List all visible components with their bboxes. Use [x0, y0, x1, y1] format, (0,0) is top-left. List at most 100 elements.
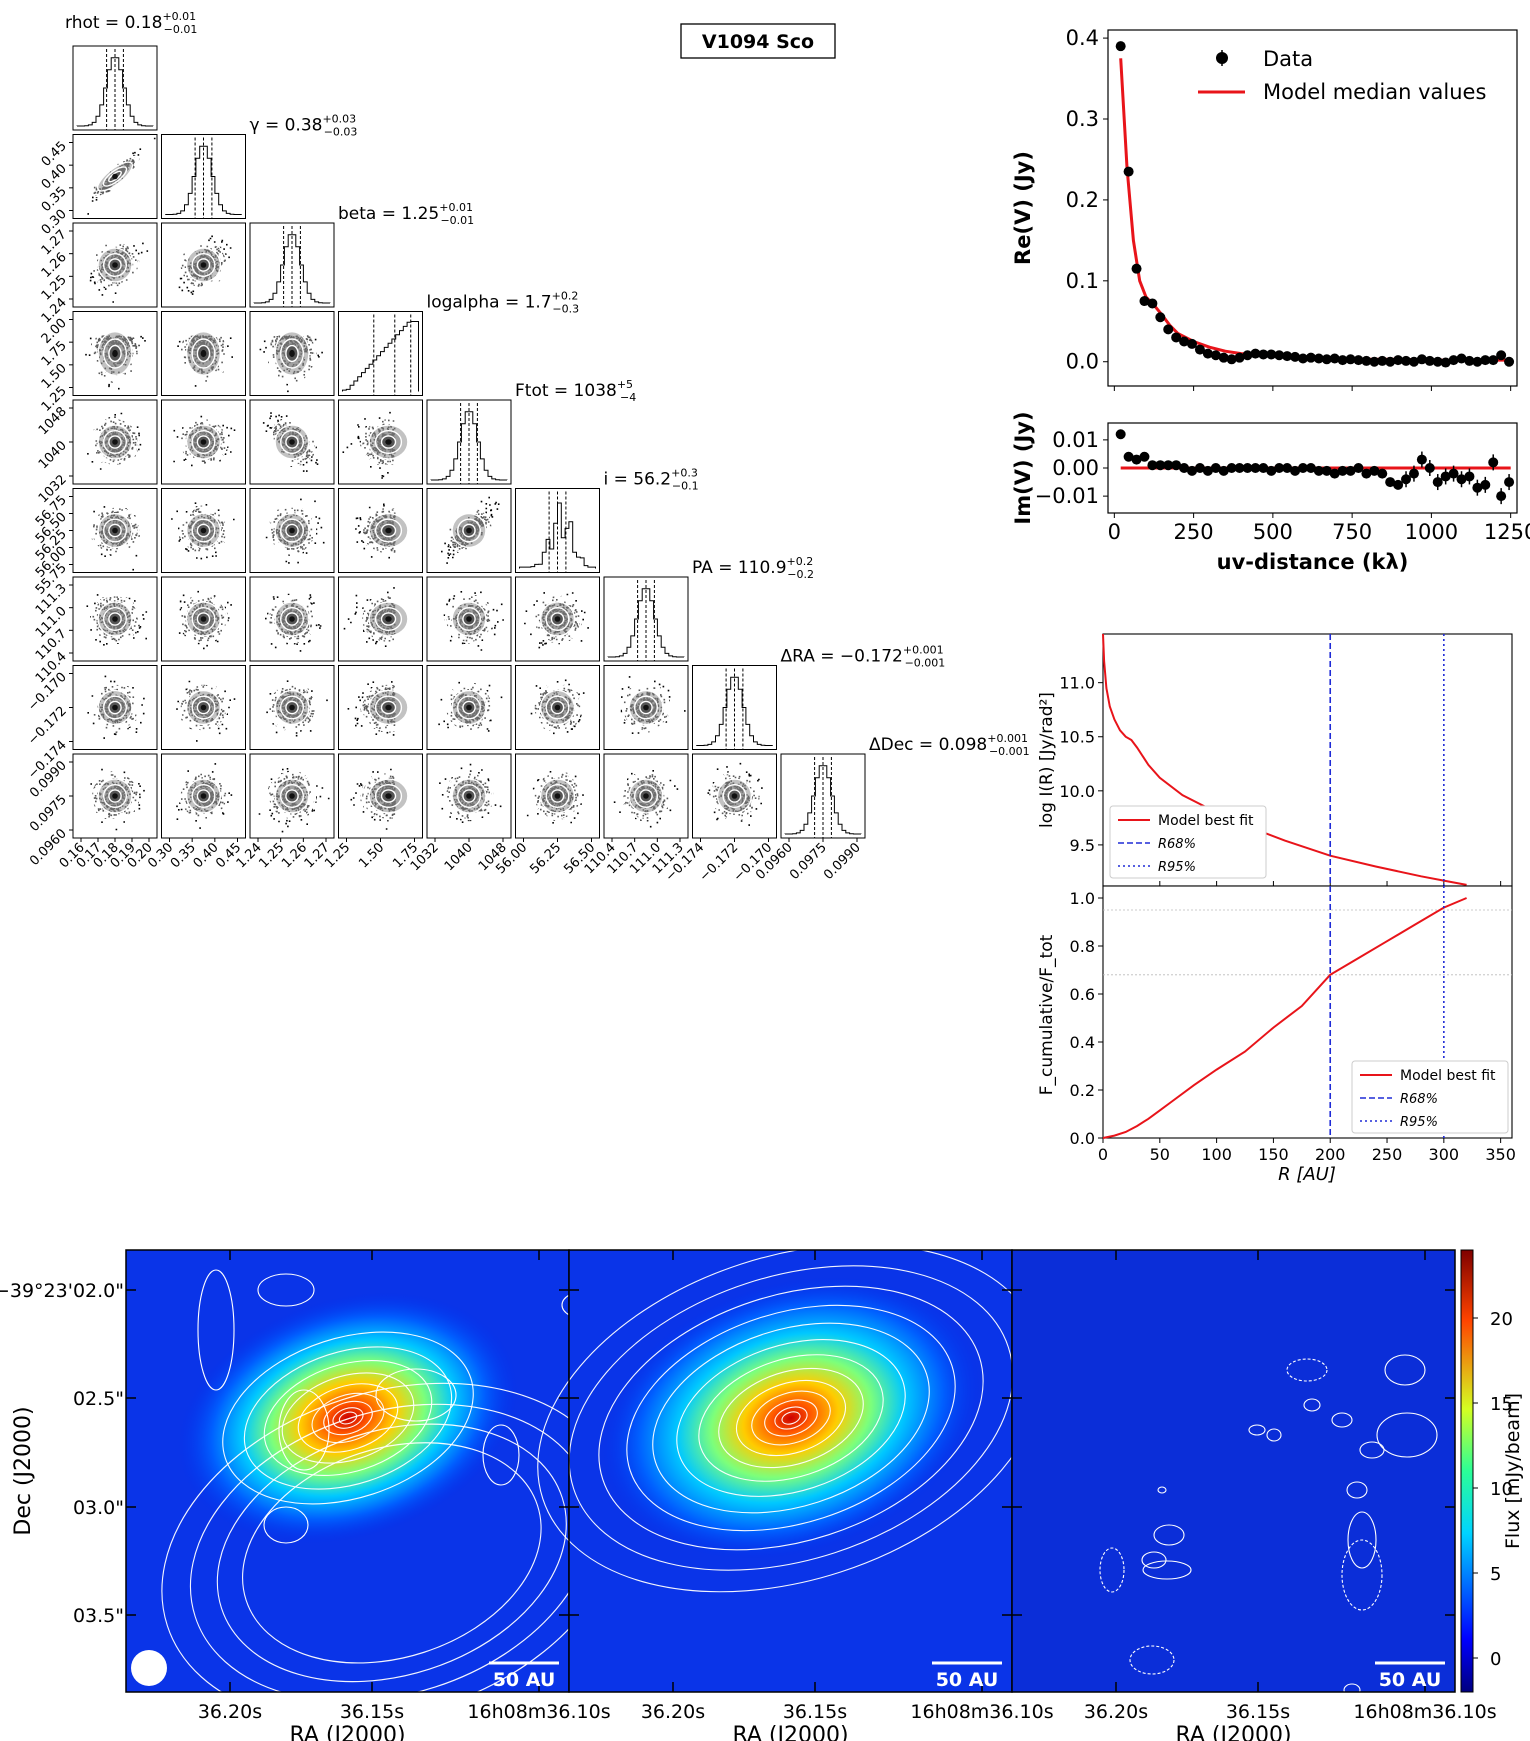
visibility-plot: 0.0 0.1 0.2 0.3 0.4 Re(V) (Jy) Data Model media…	[1011, 26, 1530, 574]
data-point	[1440, 471, 1451, 482]
data-point	[1282, 463, 1293, 473]
y-tick-label: −0.01	[1035, 484, 1099, 508]
histogram-bars	[607, 588, 685, 658]
contour	[764, 1399, 818, 1437]
x-tick-label: 16h08m36.10s	[467, 1701, 610, 1723]
y-tick-label: 03.5"	[73, 1605, 124, 1627]
scatter-rhot-logalpha: 1.251.501.752.00	[39, 311, 158, 415]
y-axis-label: Im(V) (Jy)	[1011, 411, 1035, 524]
density-core	[466, 527, 472, 534]
noise-contour	[263, 1506, 309, 1544]
contour	[735, 1379, 847, 1457]
residual-contour	[1129, 1645, 1175, 1675]
residual-contour	[1376, 1412, 1438, 1458]
panel-frame	[515, 488, 600, 573]
axes-frame	[1107, 29, 1518, 387]
data-point	[1408, 468, 1419, 479]
y-tick-label: 0.3	[1066, 107, 1099, 131]
y-tick-label: 0.0	[1070, 1129, 1095, 1148]
data-point	[1171, 332, 1182, 343]
scatter-ftot-ddec: 1032 1040 1048	[408, 753, 512, 874]
data-point	[1416, 454, 1427, 465]
data-point	[1488, 355, 1499, 366]
imv-panel: −0.01 0.00 0.01 0 250 500 750 1000 1250 Im(V) (Jy…	[1011, 411, 1530, 574]
scatter-logalpha-ddec: 1.25 1.50 1.75	[322, 753, 423, 871]
panel-frame	[249, 488, 335, 573]
density-core	[643, 704, 649, 711]
residual-contour	[1343, 1683, 1361, 1697]
data-point	[1258, 463, 1269, 473]
data-point	[1179, 463, 1190, 473]
contour	[598, 1285, 984, 1551]
legend-model-label: Model best fit	[1158, 813, 1254, 829]
scatter-gamma-pa	[161, 576, 246, 662]
histogram-bars	[342, 321, 419, 392]
contour	[332, 1407, 364, 1429]
x-tick-label: 0	[1098, 1145, 1108, 1164]
x-tick-label: 1.25	[322, 840, 353, 871]
x-tick-label: 100	[1201, 1145, 1232, 1164]
param-title: beta = 1.25+0.01 −0.01	[338, 201, 474, 227]
x-tick-label: 0.0990	[821, 840, 864, 883]
density-core	[289, 704, 295, 711]
hist-inc: i = 56.2+0.3 −0.1	[515, 467, 699, 573]
scatter-inc-dra	[515, 665, 600, 750]
colorbar-tick-label: 20	[1490, 1309, 1513, 1330]
density-core	[466, 793, 472, 799]
contour	[338, 1411, 358, 1425]
data-point	[1266, 465, 1277, 476]
data-point	[1297, 463, 1308, 473]
param-title-main: beta = 1.25	[338, 204, 439, 224]
data-point	[1440, 357, 1451, 368]
scatter-gamma-ddec: 0.300.350.400.45	[145, 753, 246, 871]
density-core	[200, 349, 207, 358]
x-tick-label: 56.25	[527, 840, 564, 877]
density-core	[385, 439, 392, 445]
y-tick-label: 03.0"	[73, 1497, 124, 1519]
data-point	[1210, 463, 1221, 473]
scatter-logalpha-ftot	[338, 399, 423, 485]
x-tick-label: 1040	[442, 840, 476, 874]
scale-bar-label: 50 AU	[936, 1669, 999, 1691]
data-point	[1456, 474, 1467, 485]
param-title-sup: +0.2	[552, 290, 579, 303]
image-panel-model: 36.20s 36.15s 16h08m36.10s 50 AU RA (J2000)	[537, 1243, 1054, 1741]
data-point	[1242, 350, 1253, 361]
y-tick-label: −39°23'02.0"	[0, 1280, 124, 1302]
scatter-beta-ddec: 1.241.251.261.27	[234, 753, 335, 871]
legend-r95-label: R95%	[1400, 1115, 1438, 1130]
scatter-inc-pa	[515, 576, 600, 662]
param-title-main: Ftot = 1038	[515, 381, 617, 401]
image-panel-data: 36.20s 36.15s 16h08m36.10s −39°23'02.0" 02.5…	[0, 1249, 623, 1741]
image-panels: 36.20s 36.15s 16h08m36.10s −39°23'02.0" 02.5…	[0, 1243, 1524, 1741]
density-core	[200, 527, 207, 534]
density-core	[200, 439, 207, 445]
y-axis-label: Re(V) (Jy)	[1011, 151, 1035, 265]
data-point	[1432, 356, 1443, 367]
noise-contour	[482, 1424, 520, 1486]
hist-ftot: Ftot = 1038+5 −4	[426, 378, 636, 485]
panel-frame	[426, 488, 512, 573]
param-title-sup: +0.001	[987, 732, 1028, 745]
data-point	[1353, 463, 1364, 473]
density-core	[200, 704, 207, 711]
image-panel-residual: 36.20s 36.15s 16h08m36.10s 50 AU RA (J2000)	[1011, 1249, 1497, 1741]
data-point	[1179, 336, 1190, 347]
contour	[263, 1360, 433, 1476]
data-point	[1282, 351, 1293, 362]
colorbar-tick-label: 5	[1490, 1564, 1501, 1585]
data-point	[1480, 355, 1491, 366]
cumulative-panel: 0.0 0.2 0.4 0.6 0.8 1.0 0 50 100 150 200 250 300 350 F…	[1037, 885, 1516, 1185]
data-point	[1290, 351, 1301, 362]
contour	[781, 1411, 801, 1425]
x-tick-label: 250	[1372, 1145, 1403, 1164]
data-point	[1194, 344, 1205, 355]
y-tick-label: 0.0975	[27, 792, 70, 835]
residual-contour	[1303, 1398, 1321, 1412]
data-point	[1488, 457, 1499, 468]
legend-data-marker	[1216, 52, 1228, 64]
data-point	[1377, 468, 1388, 479]
residual-contour	[1359, 1441, 1385, 1459]
